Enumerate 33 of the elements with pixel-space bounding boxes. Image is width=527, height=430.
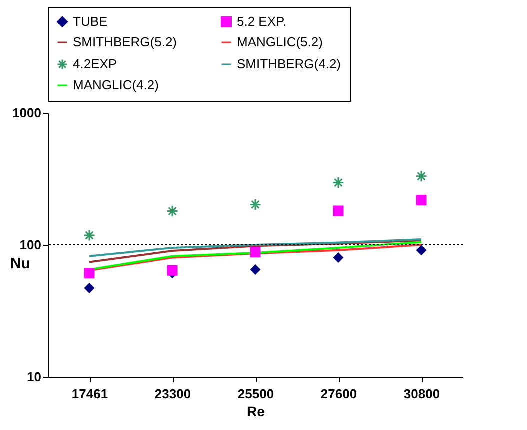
legend-label: MANGLIC(4.2) (73, 78, 159, 92)
legend-label: SMITHBERG(5.2) (73, 34, 178, 50)
x-tick-label: 27600 (320, 386, 358, 402)
x-tick-label: 17461 (72, 386, 108, 402)
point (84, 268, 95, 279)
point (84, 230, 96, 242)
line-series (88, 240, 422, 264)
point (416, 195, 427, 206)
point (333, 206, 344, 216)
point (166, 205, 178, 218)
legend-label: 5.2 EXP. (237, 14, 287, 29)
x-tick-label: 23300 (154, 386, 192, 402)
y-axis-title: Nu (10, 256, 30, 272)
point (167, 265, 178, 276)
point (250, 264, 261, 275)
x-tick-label: 30800 (404, 386, 440, 402)
y-tick-label: 100 (20, 238, 42, 252)
legend-label: MANGLIC(5.2) (237, 34, 323, 50)
point (250, 247, 261, 258)
point (416, 170, 428, 182)
legend-label: SMITHBERG(4.2) (237, 56, 342, 72)
point (416, 245, 427, 256)
y-tick-label: 1000 (12, 106, 42, 120)
point (84, 283, 95, 294)
x-tick-label: 25500 (238, 386, 274, 402)
y-tick-label: 10 (27, 370, 42, 384)
line-series (88, 238, 422, 258)
legend-label: 4.2EXP (73, 56, 118, 72)
point (333, 252, 344, 264)
x-axis-title: Re (247, 404, 266, 420)
legend-label: TUBE (73, 14, 108, 29)
point (250, 198, 262, 211)
point (332, 176, 344, 189)
